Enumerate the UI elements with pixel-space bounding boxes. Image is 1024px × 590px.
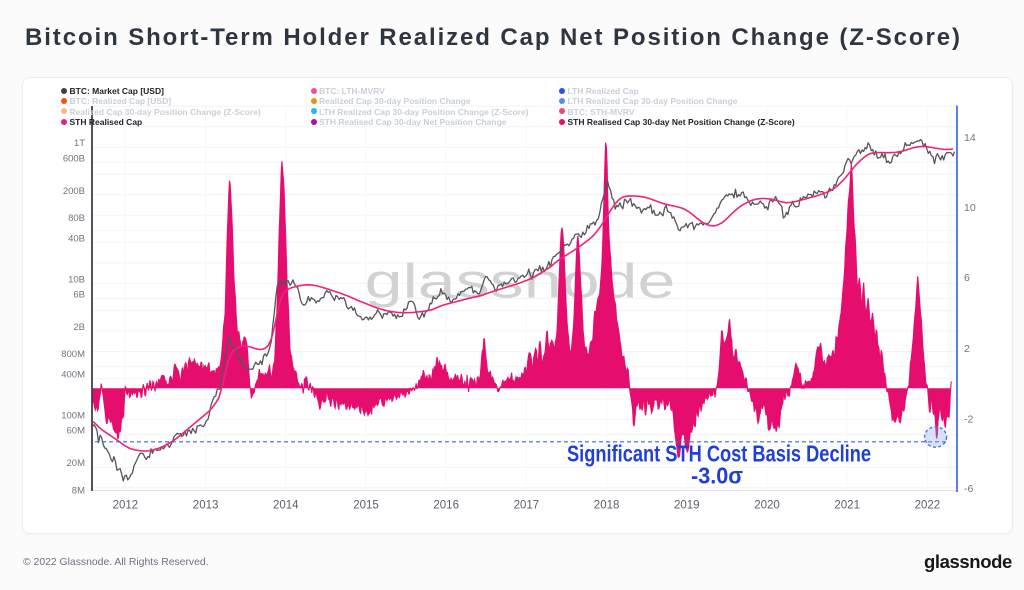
svg-text:10B: 10B — [68, 274, 85, 285]
svg-text:100M: 100M — [61, 411, 85, 422]
svg-text:20M: 20M — [67, 458, 86, 469]
svg-text:400M: 400M — [61, 370, 85, 381]
svg-text:40B: 40B — [68, 233, 85, 244]
svg-text:600B: 600B — [63, 153, 85, 164]
svg-text:Significant STH Cost Basis Dec: Significant STH Cost Basis Decline — [567, 441, 871, 467]
svg-text:2: 2 — [964, 343, 970, 355]
svg-text:2B: 2B — [73, 322, 85, 333]
svg-text:2013: 2013 — [193, 500, 219, 512]
svg-text:glassnode: glassnode — [365, 255, 676, 308]
svg-text:-3.0σ: -3.0σ — [691, 463, 743, 489]
svg-text:8M: 8M — [72, 485, 85, 496]
svg-text:10: 10 — [964, 202, 976, 214]
svg-text:2017: 2017 — [514, 500, 540, 512]
svg-text:-2: -2 — [964, 414, 973, 426]
svg-text:-6: -6 — [964, 483, 973, 495]
svg-text:60M: 60M — [67, 426, 86, 437]
svg-text:1T: 1T — [74, 138, 85, 149]
svg-text:2019: 2019 — [674, 500, 700, 512]
svg-text:2020: 2020 — [754, 500, 780, 512]
svg-text:2015: 2015 — [353, 500, 379, 512]
svg-text:2018: 2018 — [594, 500, 620, 512]
svg-text:80B: 80B — [68, 213, 85, 224]
svg-text:800M: 800M — [61, 349, 85, 360]
svg-text:2012: 2012 — [113, 500, 139, 512]
svg-text:2016: 2016 — [433, 500, 459, 512]
svg-text:14: 14 — [964, 132, 976, 144]
svg-text:2014: 2014 — [273, 500, 299, 512]
svg-text:200B: 200B — [63, 186, 85, 197]
svg-text:6B: 6B — [73, 290, 85, 301]
svg-text:2021: 2021 — [834, 500, 860, 512]
svg-text:6: 6 — [964, 272, 970, 284]
svg-text:2022: 2022 — [915, 500, 941, 512]
